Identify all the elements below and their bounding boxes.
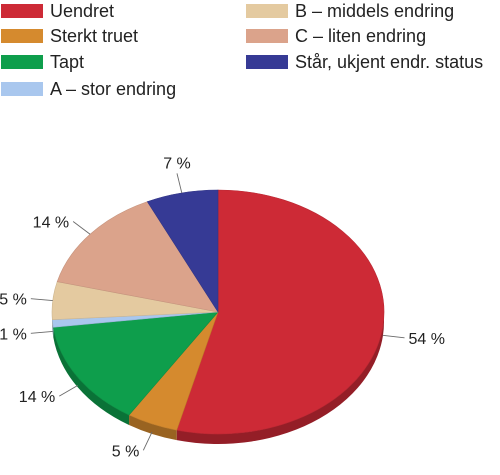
- legend-swatch-b-middels-endring: [246, 4, 288, 18]
- legend-label: A – stor endring: [50, 79, 177, 99]
- pie-wall-sterkt-truet: [129, 415, 177, 441]
- legend-label: Tapt: [50, 52, 85, 72]
- legend-swatch-c-liten-endring: [246, 29, 288, 43]
- leader-line: [72, 221, 91, 235]
- legend-swatch-star-ukjent: [246, 55, 288, 69]
- legend-label: C – liten endring: [295, 26, 427, 46]
- legend-swatch-sterkt-truet: [1, 29, 43, 43]
- leader-line: [59, 384, 79, 397]
- leader-line: [176, 173, 183, 194]
- pie-slice-c-liten-endring: [56, 201, 219, 313]
- legend-item-tapt: Tapt: [1, 51, 84, 73]
- leader-line: [30, 298, 53, 301]
- value-labels: 54 % 5 % 14 % 1 % 5 % 14 % 7 %: [0, 155, 445, 460]
- legend-item-star-ukjent: Står, ukjent endr. status: [246, 51, 483, 73]
- legend-item-a-stor-endring: A – stor endring: [1, 78, 176, 100]
- value-label-a-stor-endring: 1 %: [0, 326, 27, 343]
- value-label-c-liten-endring: 14 %: [33, 214, 69, 231]
- pie-slice-uendret: [176, 189, 385, 435]
- leader-line: [382, 334, 405, 339]
- legend-label: Står, ukjent endr. status: [295, 52, 484, 72]
- leader-lines: [30, 173, 405, 451]
- leader-line: [142, 431, 153, 451]
- legend-label: Sterkt truet: [50, 26, 139, 46]
- legend-swatch-a-stor-endring: [1, 82, 43, 96]
- legend-item-c-liten-endring: C – liten endring: [246, 25, 426, 47]
- legend-item-sterkt-truet: Sterkt truet: [1, 25, 138, 47]
- leader-line: [30, 331, 53, 334]
- pie-slice-tapt: [52, 311, 219, 416]
- value-label-st-r-ukjent-endr-status: 7 %: [163, 155, 191, 172]
- legend-swatch-uendret: [1, 4, 43, 18]
- value-label-b-middels-endring: 5 %: [0, 292, 27, 309]
- pie-wall-tapt: [53, 327, 130, 426]
- pie-layer: [51, 189, 385, 445]
- legend-item-uendret: Uendret: [1, 0, 114, 22]
- legend: Uendret Sterkt truet Tapt A – stor endri…: [0, 0, 500, 100]
- pie-slice-st-r-ukjent-endr-status: [146, 189, 219, 314]
- legend-label: Uendret: [50, 1, 115, 21]
- legend-item-b-middels-endring: B – middels endring: [246, 0, 454, 22]
- legend-swatch-tapt: [1, 55, 43, 69]
- value-label-uendret: 54 %: [409, 331, 445, 348]
- legend-label: B – middels endring: [295, 1, 455, 21]
- value-label-sterkt-truet: 5 %: [112, 443, 140, 460]
- value-label-tapt: 14 %: [19, 389, 55, 406]
